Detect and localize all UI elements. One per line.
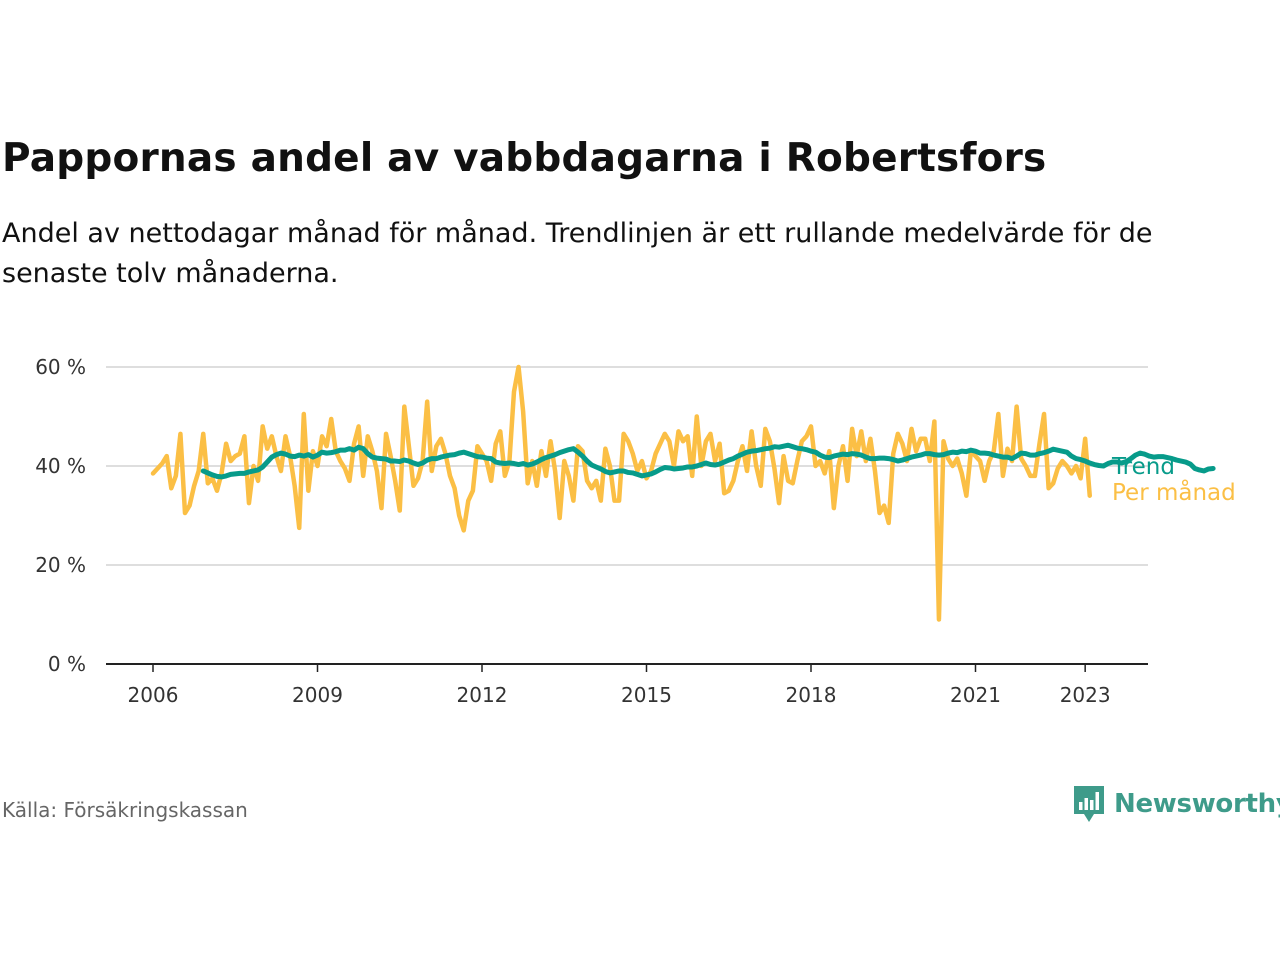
y-tick-label: 20 % bbox=[35, 553, 86, 577]
series-line-trend bbox=[200, 442, 1216, 480]
x-tick-label: 2018 bbox=[786, 683, 837, 707]
newsworthy-logo: Newsworthy bbox=[1072, 784, 1280, 824]
line-chart: 0 % 20 % 40 % 60 % 2006 2009 2012 2015 2018 2021… bbox=[35, 355, 1236, 707]
y-tick-label: 40 % bbox=[35, 454, 86, 478]
series-line-monthly bbox=[150, 364, 1092, 622]
legend-label-trend: Trend bbox=[1111, 454, 1175, 480]
brand-name: Newsworthy bbox=[1114, 789, 1280, 819]
x-tick-label: 2012 bbox=[457, 683, 508, 707]
y-tick-label: 60 % bbox=[35, 355, 86, 379]
x-tick-label: 2015 bbox=[621, 683, 672, 707]
newsworthy-logo-icon bbox=[1074, 786, 1104, 822]
x-tick-label: 2006 bbox=[128, 683, 179, 707]
x-tick-label: 2009 bbox=[292, 683, 343, 707]
series-lines bbox=[150, 364, 1216, 622]
chart-subtitle: Andel av nettodagar månad för månad. Tre… bbox=[2, 218, 1153, 289]
grid-lines bbox=[106, 366, 1148, 665]
x-axis: 2006 2009 2012 2015 2018 2021 2023 bbox=[128, 664, 1111, 707]
x-tick-label: 2021 bbox=[950, 683, 1001, 707]
y-axis: 0 % 20 % 40 % 60 % bbox=[35, 355, 86, 676]
chart-title: Pappornas andel av vabbdagarna i Roberts… bbox=[2, 136, 1047, 181]
legend-label-monthly: Per månad bbox=[1112, 478, 1236, 506]
y-tick-label: 0 % bbox=[48, 652, 86, 676]
x-tick-label: 2023 bbox=[1060, 683, 1111, 707]
source-note: Källa: Försäkringskassan bbox=[2, 798, 248, 822]
